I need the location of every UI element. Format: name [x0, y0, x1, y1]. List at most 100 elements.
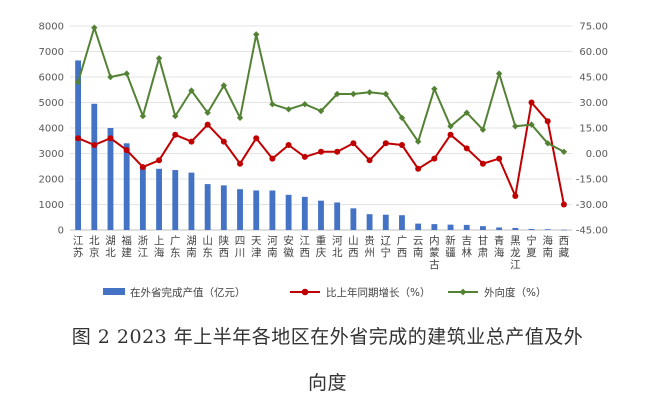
category-label: 浙江 — [138, 235, 149, 259]
bar — [188, 172, 195, 230]
category-label: 宁夏 — [526, 234, 537, 259]
right-tick-label: -30.00 — [576, 200, 608, 211]
bar — [399, 215, 405, 230]
legend-bar-label: 在外省完成产值（亿元） — [130, 286, 246, 299]
right-tick-label: -45.00 — [576, 226, 608, 237]
left-tick-label: 3000 — [39, 149, 64, 160]
category-label: 福建 — [121, 234, 132, 259]
data-point — [479, 126, 487, 133]
data-point — [301, 153, 308, 160]
bar — [204, 184, 211, 230]
data-point — [123, 70, 130, 77]
right-tick-label: -15.00 — [576, 175, 608, 186]
data-point — [560, 201, 567, 208]
category-label: 新疆 — [445, 234, 456, 259]
left-tick-label: 0 — [58, 226, 64, 237]
data-point — [495, 70, 503, 77]
category-label: 湖北 — [105, 235, 116, 259]
category-label: 广西 — [397, 235, 408, 259]
data-point — [139, 164, 146, 171]
category-label: 山东 — [202, 235, 213, 259]
data-point — [431, 85, 438, 93]
data-point — [496, 155, 503, 162]
data-point — [172, 131, 179, 138]
right-tick-label: 75.00 — [579, 22, 608, 33]
category-label: 西藏 — [559, 235, 570, 259]
left-tick-label: 8000 — [39, 22, 64, 33]
bar — [431, 224, 438, 230]
data-point — [447, 131, 454, 138]
data-point — [74, 78, 82, 86]
bar — [253, 190, 260, 230]
category-label: 河北 — [332, 235, 343, 259]
data-point — [269, 101, 276, 108]
category-label: 安徽 — [283, 234, 294, 259]
bar — [366, 214, 373, 230]
category-labels: 江苏北京湖北福建浙江上海广东湖南山东陕西四川天津河南安徽江西重庆河北山西贵州辽宁… — [73, 234, 570, 271]
data-point — [366, 157, 373, 164]
data-point — [463, 109, 470, 116]
figure-caption-line-2: 向度 — [307, 372, 347, 394]
category-label: 北京 — [89, 235, 100, 259]
data-point — [398, 142, 405, 148]
category-label: 江苏 — [73, 235, 84, 259]
category-label: 四川 — [235, 235, 246, 259]
bar — [269, 190, 276, 230]
data-point — [415, 165, 422, 172]
data-point — [560, 148, 568, 155]
data-point — [512, 193, 519, 199]
category-label: 江西 — [300, 235, 311, 259]
right-tick-label: 15.00 — [579, 124, 608, 135]
data-point — [431, 155, 438, 162]
bar — [123, 143, 130, 230]
category-label: 山西 — [348, 235, 359, 259]
data-point — [479, 160, 486, 167]
data-point — [75, 135, 82, 142]
data-point — [398, 114, 406, 121]
right-tick-label: 0.00 — [586, 149, 608, 160]
data-point — [463, 145, 470, 152]
data-point — [237, 160, 244, 167]
bar — [496, 227, 503, 230]
right-tick-label: 45.00 — [579, 73, 608, 84]
data-point — [204, 121, 211, 128]
category-label: 广东 — [170, 235, 181, 259]
category-label: 黑龙江 — [510, 235, 521, 271]
legend: 在外省完成产值（亿元） 比上年同期增长（%） 外向度（%） — [103, 286, 546, 299]
growth-line-series — [75, 99, 567, 208]
data-point — [414, 138, 422, 145]
chart: 0 1000 2000 3000 4000 5000 6000 7000 8000 -45.00… — [39, 22, 608, 300]
data-point — [350, 140, 357, 147]
bar — [463, 224, 470, 230]
category-label: 河南 — [267, 235, 278, 259]
right-tick-label: 60.00 — [579, 47, 608, 58]
data-point — [139, 112, 147, 120]
data-point — [528, 99, 535, 106]
legend-bar-swatch — [103, 288, 125, 295]
bar — [544, 229, 551, 230]
data-point — [285, 142, 292, 148]
data-point — [350, 90, 357, 98]
bar — [350, 208, 357, 230]
left-axis-ticks: 0 1000 2000 3000 4000 5000 6000 7000 8000 — [39, 22, 64, 237]
bar — [91, 103, 98, 230]
data-point — [366, 89, 373, 96]
bar — [512, 227, 519, 230]
data-point — [269, 155, 276, 162]
data-point — [253, 135, 260, 142]
bar — [156, 168, 162, 230]
data-point — [107, 73, 114, 81]
data-point — [236, 114, 244, 121]
left-tick-label: 2000 — [39, 175, 64, 186]
bar — [528, 228, 535, 230]
bar — [415, 223, 422, 230]
bar — [560, 229, 567, 231]
figure-caption-line-1: 图 2 2023 年上半年各地区在外省完成的建筑业总产值及外 — [71, 326, 584, 348]
bar — [334, 202, 341, 230]
data-point — [382, 90, 389, 98]
data-point — [285, 106, 292, 113]
right-tick-label: 30.00 — [579, 98, 608, 109]
category-label: 云南 — [413, 235, 424, 259]
category-label: 吉林 — [461, 235, 472, 259]
data-point — [220, 138, 227, 145]
